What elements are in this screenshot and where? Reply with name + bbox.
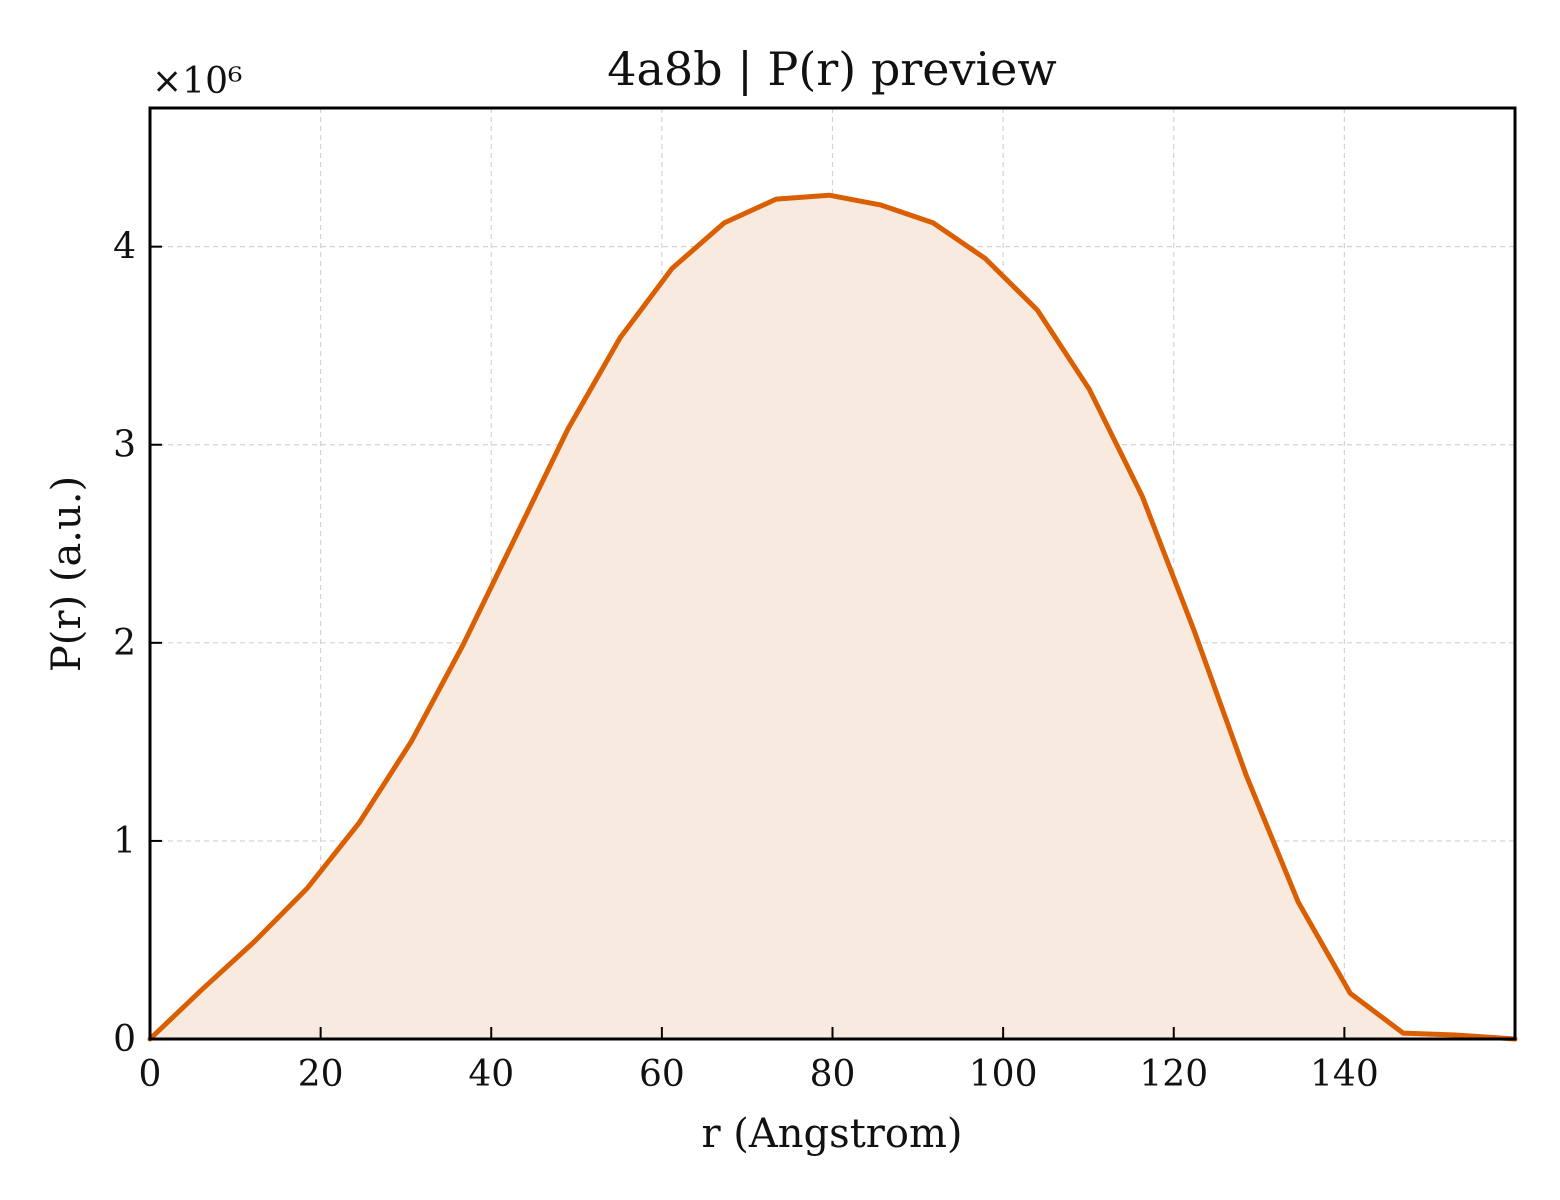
series-line-layer [147,192,1518,1042]
axis-ticks: 0 20 40 60 80 100 120 140 0 1 2 3 4 [113,227,1379,1095]
x-tick-label: 80 [810,1054,856,1095]
x-tick-label: 40 [468,1054,514,1095]
y-axis-label: P(r) (a.u.) [44,476,90,672]
area-fill-layer [150,195,1515,1039]
series-line [147,192,1518,1042]
chart-title: 4a8b | P(r) preview [607,42,1057,96]
x-axis-label: r (Angstrom) [701,1111,962,1157]
y-tick-label: 1 [113,821,136,862]
x-tick-label: 60 [639,1054,685,1095]
x-tick-label: 20 [298,1054,344,1095]
y-multiplier-label: ×10⁶ [152,61,242,102]
y-tick-label: 0 [113,1019,136,1060]
y-tick-label: 2 [113,623,136,664]
x-tick-label: 0 [139,1054,162,1095]
y-tick-label: 3 [113,425,136,466]
plot-frame [148,106,1517,1041]
x-tick-label: 120 [1139,1054,1208,1095]
x-tick-label: 140 [1310,1054,1379,1095]
x-tick-label: 100 [969,1054,1038,1095]
series-area-fill [150,195,1515,1039]
y-tick-label: 4 [113,227,136,268]
